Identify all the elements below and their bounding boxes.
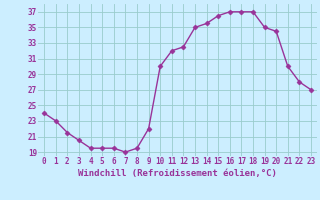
X-axis label: Windchill (Refroidissement éolien,°C): Windchill (Refroidissement éolien,°C) — [78, 169, 277, 178]
